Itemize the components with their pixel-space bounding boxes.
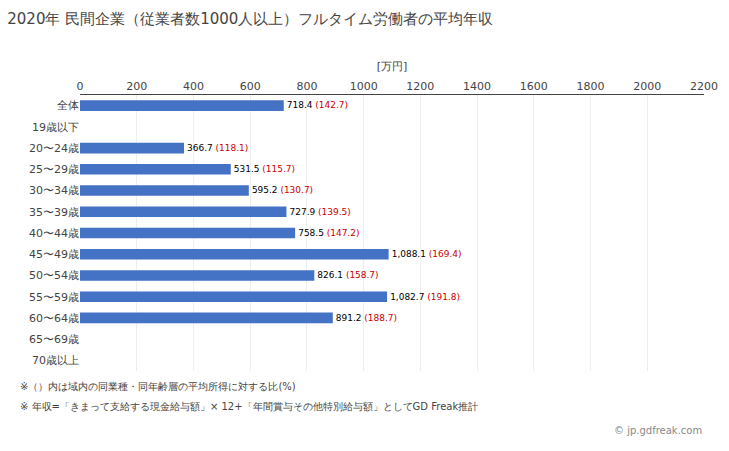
svg-text:800: 800 — [296, 80, 317, 93]
svg-text:718.4 (142.7): 718.4 (142.7) — [287, 100, 348, 110]
svg-text:758.5 (147.2): 758.5 (147.2) — [298, 228, 359, 238]
svg-text:1200: 1200 — [406, 80, 434, 93]
svg-text:891.2 (188.7): 891.2 (188.7) — [336, 313, 397, 323]
svg-text:600: 600 — [240, 80, 261, 93]
svg-text:65〜69歳: 65〜69歳 — [29, 333, 79, 346]
svg-text:595.2 (130.7): 595.2 (130.7) — [252, 185, 313, 195]
svg-text:2000: 2000 — [633, 80, 661, 93]
svg-text:2020年 民間企業（従業者数1000人以上）フルタイム労働: 2020年 民間企業（従業者数1000人以上）フルタイム労働者の平均年収 — [7, 10, 493, 28]
svg-text:531.5 (115.7): 531.5 (115.7) — [234, 164, 295, 174]
svg-text:[万円]: [万円] — [377, 60, 408, 73]
svg-text:200: 200 — [126, 80, 147, 93]
svg-text:826.1 (158.7): 826.1 (158.7) — [317, 270, 378, 280]
svg-text:20〜24歳: 20〜24歳 — [29, 142, 79, 155]
svg-text:0: 0 — [77, 80, 84, 93]
svg-text:50〜54歳: 50〜54歳 — [29, 269, 79, 282]
svg-text:※（）内は域内の同業種・同年齢層の平均所得に対する比(%): ※（）内は域内の同業種・同年齢層の平均所得に対する比(%) — [20, 381, 296, 392]
svg-text:727.9 (139.5): 727.9 (139.5) — [290, 207, 351, 217]
svg-text:366.7 (118.1): 366.7 (118.1) — [187, 143, 248, 153]
svg-text:1000: 1000 — [350, 80, 378, 93]
svg-text:70歳以上: 70歳以上 — [32, 354, 79, 367]
svg-text:19歳以下: 19歳以下 — [32, 121, 79, 134]
svg-text:1,088.1 (169.4): 1,088.1 (169.4) — [392, 249, 462, 259]
svg-text:45〜49歳: 45〜49歳 — [29, 248, 79, 261]
svg-text:1,082.7 (191.8): 1,082.7 (191.8) — [390, 292, 460, 302]
svg-text:※ 年収=「きまって支給する現金給与額」× 12+「年間賞与: ※ 年収=「きまって支給する現金給与額」× 12+「年間賞与その他特別給与額」と… — [20, 401, 478, 412]
svg-text:35〜39歳: 35〜39歳 — [29, 206, 79, 219]
svg-text:全体: 全体 — [57, 99, 79, 112]
svg-text:1400: 1400 — [463, 80, 491, 93]
svg-text:1800: 1800 — [577, 80, 605, 93]
svg-text:400: 400 — [183, 80, 204, 93]
svg-text:2200: 2200 — [690, 80, 718, 93]
svg-text:40〜44歳: 40〜44歳 — [29, 227, 79, 240]
svg-text:55〜59歳: 55〜59歳 — [29, 291, 79, 304]
svg-text:1600: 1600 — [520, 80, 548, 93]
svg-text:60〜64歳: 60〜64歳 — [29, 312, 79, 325]
svg-text:© jp.gdfreak.com: © jp.gdfreak.com — [614, 425, 702, 436]
svg-text:30〜34歳: 30〜34歳 — [29, 184, 79, 197]
svg-text:25〜29歳: 25〜29歳 — [29, 163, 79, 176]
